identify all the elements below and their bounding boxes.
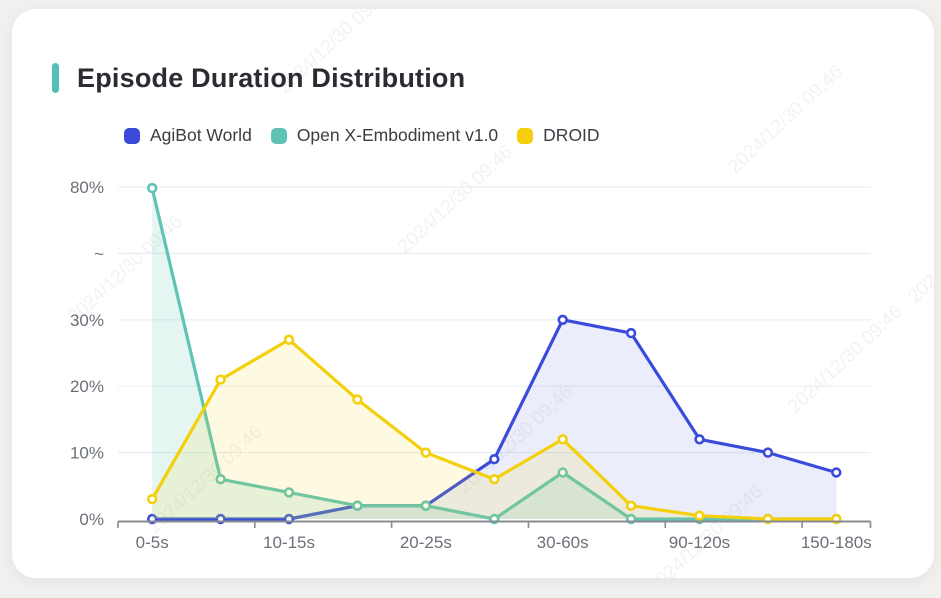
x-axis-label: 20-25s bbox=[400, 533, 452, 552]
data-point-marker bbox=[352, 394, 363, 405]
chart-card: 2024/12/30 09:46 2024/12/30 09:46 2024/12/… bbox=[12, 9, 934, 578]
x-axis-label: 0-5s bbox=[136, 533, 169, 552]
data-point-marker bbox=[557, 467, 568, 478]
data-point-marker bbox=[557, 434, 568, 445]
x-axis-label: 10-15s bbox=[263, 533, 315, 552]
data-point-marker bbox=[694, 434, 705, 445]
x-axis-label: 90-120s bbox=[669, 533, 730, 552]
data-point-marker bbox=[147, 493, 158, 505]
legend-swatch bbox=[270, 127, 287, 144]
x-axis bbox=[117, 520, 872, 528]
data-point-marker bbox=[283, 487, 295, 498]
y-axis-label: 10% bbox=[70, 444, 104, 463]
data-point-marker bbox=[762, 447, 774, 458]
y-axis-label: 0% bbox=[79, 510, 104, 529]
legend-label: DROID bbox=[543, 125, 600, 145]
series-agibot-world bbox=[147, 314, 842, 525]
data-point-marker bbox=[283, 334, 295, 345]
chart-legend: AgiBot World Open X-Embodiment v1.0 DROI… bbox=[124, 125, 600, 146]
y-axis-label: 30% bbox=[70, 311, 104, 330]
x-axis-label: 150-180s bbox=[801, 533, 872, 552]
data-point-marker bbox=[352, 500, 363, 511]
series-area bbox=[152, 319, 837, 519]
series-area bbox=[152, 188, 837, 519]
data-point-marker bbox=[489, 454, 500, 465]
data-point-marker bbox=[625, 327, 637, 339]
data-point-marker bbox=[557, 314, 568, 325]
data-point-marker bbox=[420, 447, 431, 458]
y-axis-break-symbol: ~ bbox=[94, 244, 104, 263]
series-area bbox=[152, 339, 837, 519]
data-point-marker bbox=[215, 374, 226, 385]
y-axis-label: 80% bbox=[70, 178, 104, 197]
data-point-marker bbox=[420, 500, 431, 511]
y-axis-labels: 0% 10% 20% 30% ~80% bbox=[70, 178, 104, 529]
legend-label: Open X-Embodiment v1.0 bbox=[296, 125, 499, 145]
data-point-marker bbox=[625, 500, 637, 511]
legend-label: AgiBot World bbox=[150, 125, 252, 145]
title-row: Episode Duration Distribution bbox=[52, 62, 465, 94]
title-accent-bar bbox=[52, 63, 59, 93]
legend-item-droid[interactable]: DROID bbox=[517, 125, 600, 146]
x-axis-labels: 0-5s 10-15s 20-25s 30-60s 90-120s 150-180s bbox=[136, 533, 872, 552]
data-point-marker bbox=[489, 474, 500, 485]
data-point-marker bbox=[694, 510, 705, 521]
legend-item-open-x-embodiment[interactable]: Open X-Embodiment v1.0 bbox=[270, 125, 499, 146]
page-title: Episode Duration Distribution bbox=[77, 63, 466, 93]
data-point-marker bbox=[215, 474, 226, 485]
x-axis-label: 30-60s bbox=[537, 533, 589, 552]
gridlines bbox=[118, 186, 871, 454]
legend-swatch bbox=[124, 127, 140, 144]
data-point-marker bbox=[831, 467, 842, 478]
data-point-marker bbox=[147, 182, 158, 194]
legend-swatch bbox=[517, 127, 534, 144]
legend-item-agibot-world[interactable]: AgiBot World bbox=[124, 125, 252, 146]
y-axis-label: 20% bbox=[70, 377, 104, 396]
